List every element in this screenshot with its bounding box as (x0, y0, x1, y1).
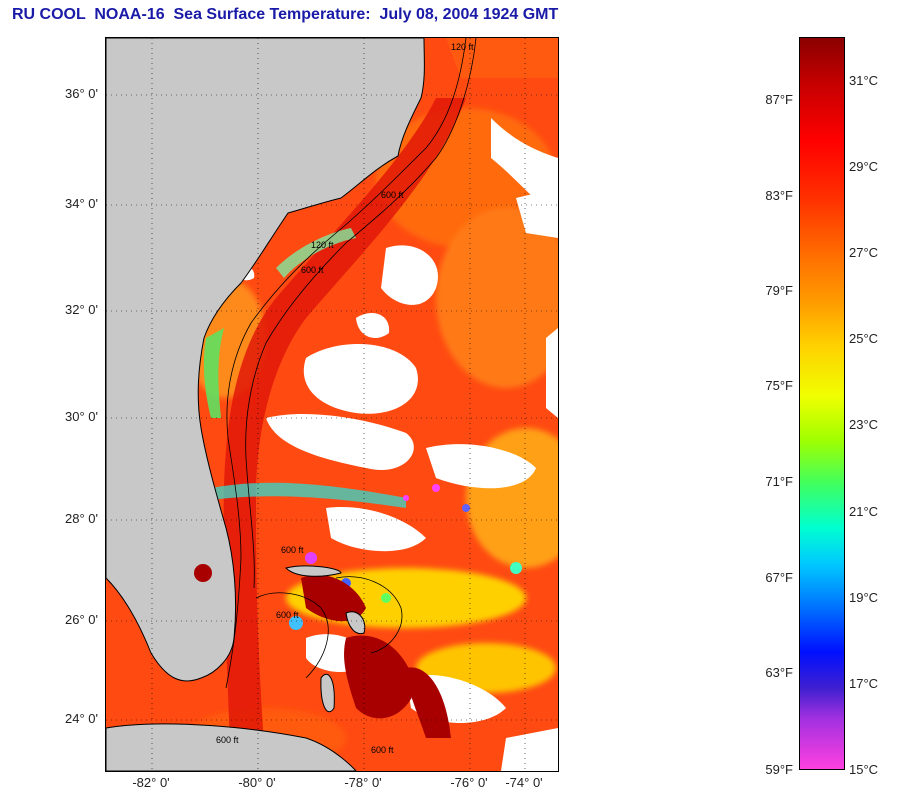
cold-spots (289, 484, 522, 630)
celsius-label: 25°C (849, 331, 879, 346)
lat-label: 34° 0' (65, 196, 98, 211)
celsius-label: 17°C (849, 676, 879, 691)
lon-label: -78° 0' (344, 775, 382, 790)
lon-label: -80° 0' (238, 775, 276, 790)
lon-label: -82° 0' (132, 775, 170, 790)
cool-band-bahamas (211, 482, 406, 508)
lon-label: -76° 0' (450, 775, 488, 790)
celsius-label: 19°C (849, 590, 879, 605)
lat-label: 28° 0' (65, 511, 98, 526)
contour-label: 120 ft (451, 42, 474, 52)
cool-shelf-water (203, 328, 224, 418)
lat-label: 24° 0' (65, 711, 98, 726)
fahrenheit-label: 67°F (765, 570, 793, 585)
lat-label: 36° 0' (65, 86, 98, 101)
lat-label: 26° 0' (65, 612, 98, 627)
cloud-cover (236, 118, 558, 771)
fahrenheit-label: 79°F (765, 283, 793, 298)
celsius-label: 21°C (849, 504, 879, 519)
contour-label: 600 ft (371, 745, 394, 755)
celsius-label: 31°C (849, 73, 879, 88)
bahamas-hot-banks (301, 574, 451, 738)
contour-label: 600 ft (276, 610, 299, 620)
land-cuba (106, 723, 357, 771)
contour-label: 600 ft (381, 190, 404, 200)
land-bahamas (285, 565, 366, 713)
contour-label: 600 ft (281, 545, 304, 555)
fahrenheit-label: 63°F (765, 665, 793, 680)
land-us-southeast (106, 38, 425, 682)
fahrenheit-label: 71°F (765, 474, 793, 489)
graticule (106, 38, 558, 771)
cool-shelf-water-2 (276, 228, 356, 278)
celsius-label: 27°C (849, 245, 879, 260)
page-title: RU COOL NOAA-16 Sea Surface Temperature:… (12, 6, 559, 23)
depth-contours (225, 38, 477, 689)
celsius-label: 23°C (849, 417, 879, 432)
temperature-colorbar (799, 37, 845, 770)
contour-label: 600 ft (216, 735, 239, 745)
lat-label: 32° 0' (65, 302, 98, 317)
fahrenheit-label: 83°F (765, 188, 793, 203)
sst-map: 120 ft 600 ft 120 ft 600 ft 600 ft 600 f… (105, 37, 559, 772)
lake-okeechobee (194, 564, 212, 582)
lon-label: -74° 0' (505, 775, 543, 790)
celsius-label: 29°C (849, 159, 879, 174)
contour-label: 120 ft (311, 240, 334, 250)
contour-label: 600 ft (301, 265, 324, 275)
hot-nearshore (446, 38, 558, 78)
celsius-label: 15°C (849, 762, 879, 777)
lat-label: 30° 0' (65, 409, 98, 424)
fahrenheit-label: 87°F (765, 92, 793, 107)
fahrenheit-label: 75°F (765, 378, 793, 393)
fahrenheit-label: 59°F (765, 762, 793, 777)
